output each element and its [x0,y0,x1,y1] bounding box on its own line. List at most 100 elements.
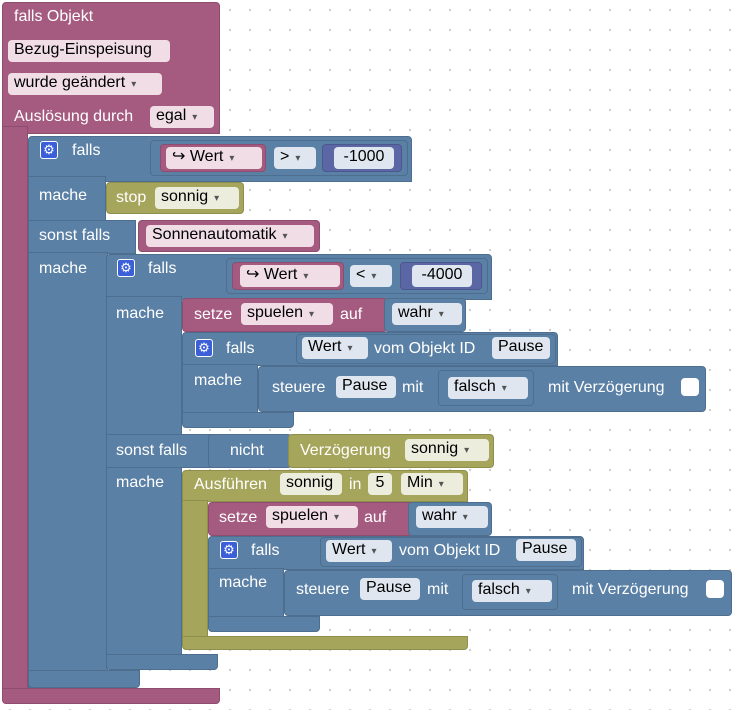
trigger-mode-dropdown[interactable]: wurde geändert ▾ [8,73,162,95]
object-id-field-1[interactable]: Pause [492,337,550,359]
gear-icon[interactable]: ⚙ [40,141,58,159]
do-label: mache [116,474,165,491]
elseif-label: sonst falls [116,442,188,459]
delay-label: mit Verzögerung [572,581,689,598]
chevron-down-icon: ▾ [464,445,470,456]
chevron-down-icon: ▾ [347,343,353,354]
operator-dropdown-1[interactable]: > ▾ [274,147,316,169]
control-object-field-2[interactable]: Pause [360,578,420,600]
chevron-down-icon: ▾ [282,231,288,242]
event-block-bottom [2,688,220,704]
bool-dropdown-1[interactable]: wahr ▾ [392,303,462,325]
spuelen-dropdown-2[interactable]: spuelen ▾ [266,506,358,528]
if-nested-2-spine [208,568,284,618]
wert-value: Wert [332,541,366,558]
bool-value: falsch [454,378,496,395]
number-field-2[interactable]: -4000 [412,265,472,287]
timeout-label: Ausführen [194,476,267,493]
delay-number-field[interactable]: 5 [368,473,392,495]
delay-checkbox[interactable] [706,580,724,598]
object-id-field-2[interactable]: Pause [516,539,576,561]
not-block[interactable] [208,434,292,468]
ausloesung-value: egal [156,107,187,124]
control-object-field-1[interactable]: Pause [336,376,396,398]
chevron-down-icon: ▾ [303,271,309,282]
wert-dropdown-1[interactable]: ↪ Wert ▾ [166,147,262,169]
if-outer-spine2 [28,252,108,688]
control-label: steuere [272,379,326,396]
to-label: auf [364,509,387,526]
delay-running-label: Verzögerung [300,442,391,459]
chevron-down-icon: ▾ [334,512,340,523]
chevron-down-icon: ▾ [525,586,531,597]
spuelen-value: spuelen [272,507,329,524]
timeout-name-field[interactable]: sonnig [280,473,342,495]
spuelen-dropdown-1[interactable]: spuelen ▾ [241,303,333,325]
if-label: falls [226,340,255,357]
unit-value: Min [407,474,433,491]
trigger-mode-value: wurde geändert [14,74,126,91]
sonnenautomatik-dropdown[interactable]: Sonnenautomatik ▾ [146,225,314,247]
chevron-down-icon: ▾ [462,512,468,523]
do-label: mache [39,260,88,277]
event-block-spine [2,126,28,696]
number-field-1[interactable]: -1000 [334,147,394,169]
chevron-down-icon: ▾ [214,193,220,204]
wert-dropdown-2[interactable]: ↪ Wert ▾ [240,265,340,287]
chevron-down-icon: ▾ [295,153,301,164]
chevron-down-icon: ▾ [309,309,315,320]
to-label: auf [340,306,363,323]
if-nested-1-bottom [182,412,294,428]
chevron-down-icon: ▾ [229,153,235,164]
if-inner-bottom [106,654,218,670]
do-label: mache [39,187,88,204]
wert-dropdown-4[interactable]: Wert ▾ [326,540,392,562]
if-nested-2-bottom [208,616,320,632]
sonnenautomatik-value: Sonnenautomatik [152,226,277,243]
object-name-field[interactable]: Bezug-Einspeisung [8,40,170,62]
if-outer-elseif-bar [28,220,136,254]
bool-value: wahr [422,507,457,524]
delay-label: mit Verzögerung [548,379,665,396]
falls-objekt-label: falls Objekt [14,8,94,25]
object-id-label: vom Objekt ID [374,340,476,357]
timer-value: sonnig [161,188,209,205]
wert-value: ↪ Wert [246,266,298,283]
chevron-down-icon: ▾ [131,79,137,90]
chevron-down-icon: ▾ [371,271,377,282]
bool-dropdown-4[interactable]: falsch ▾ [472,580,552,602]
timer-value: sonnig [411,440,459,457]
object-id-label: vom Objekt ID [399,542,501,559]
if-label: falls [72,142,101,159]
set-label: setze [219,509,258,526]
ausloesung-dropdown[interactable]: egal ▾ [150,106,214,128]
gear-icon[interactable]: ⚙ [220,541,238,559]
if-nested-1-spine [182,364,258,414]
wert-dropdown-3[interactable]: Wert ▾ [302,337,368,359]
do-label: mache [116,305,165,322]
operator-dropdown-2[interactable]: < ▾ [350,265,392,287]
gear-icon[interactable]: ⚙ [195,339,213,357]
timeout-block-bottom [182,636,468,650]
operator-value: > [280,148,290,165]
not-label: nicht [230,442,264,459]
delay-checkbox[interactable] [681,378,699,396]
chevron-down-icon: ▾ [371,546,377,557]
operator-value: < [356,266,366,283]
bool-dropdown-3[interactable]: wahr ▾ [416,506,488,528]
do-label: mache [194,372,243,389]
if-label: falls [148,260,177,277]
unit-dropdown[interactable]: Min ▾ [401,473,463,495]
timer-dropdown-stop[interactable]: sonnig ▾ [155,187,239,209]
gear-icon[interactable]: ⚙ [117,259,135,277]
bool-dropdown-2[interactable]: falsch ▾ [448,377,528,399]
do-label: mache [219,574,268,591]
timer-dropdown-running[interactable]: sonnig ▾ [405,439,489,461]
chevron-down-icon: ▾ [438,309,444,320]
elseif-label: sonst falls [39,227,111,244]
chevron-down-icon: ▾ [438,479,444,490]
control-label: steuere [296,581,350,598]
set-label: setze [194,306,233,323]
if-inner-spine [106,296,182,668]
chevron-down-icon: ▾ [501,383,507,394]
